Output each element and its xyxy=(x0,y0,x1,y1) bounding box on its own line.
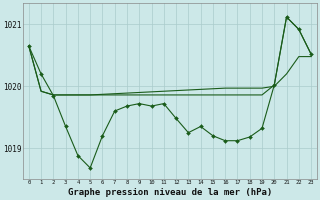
X-axis label: Graphe pression niveau de la mer (hPa): Graphe pression niveau de la mer (hPa) xyxy=(68,188,272,197)
